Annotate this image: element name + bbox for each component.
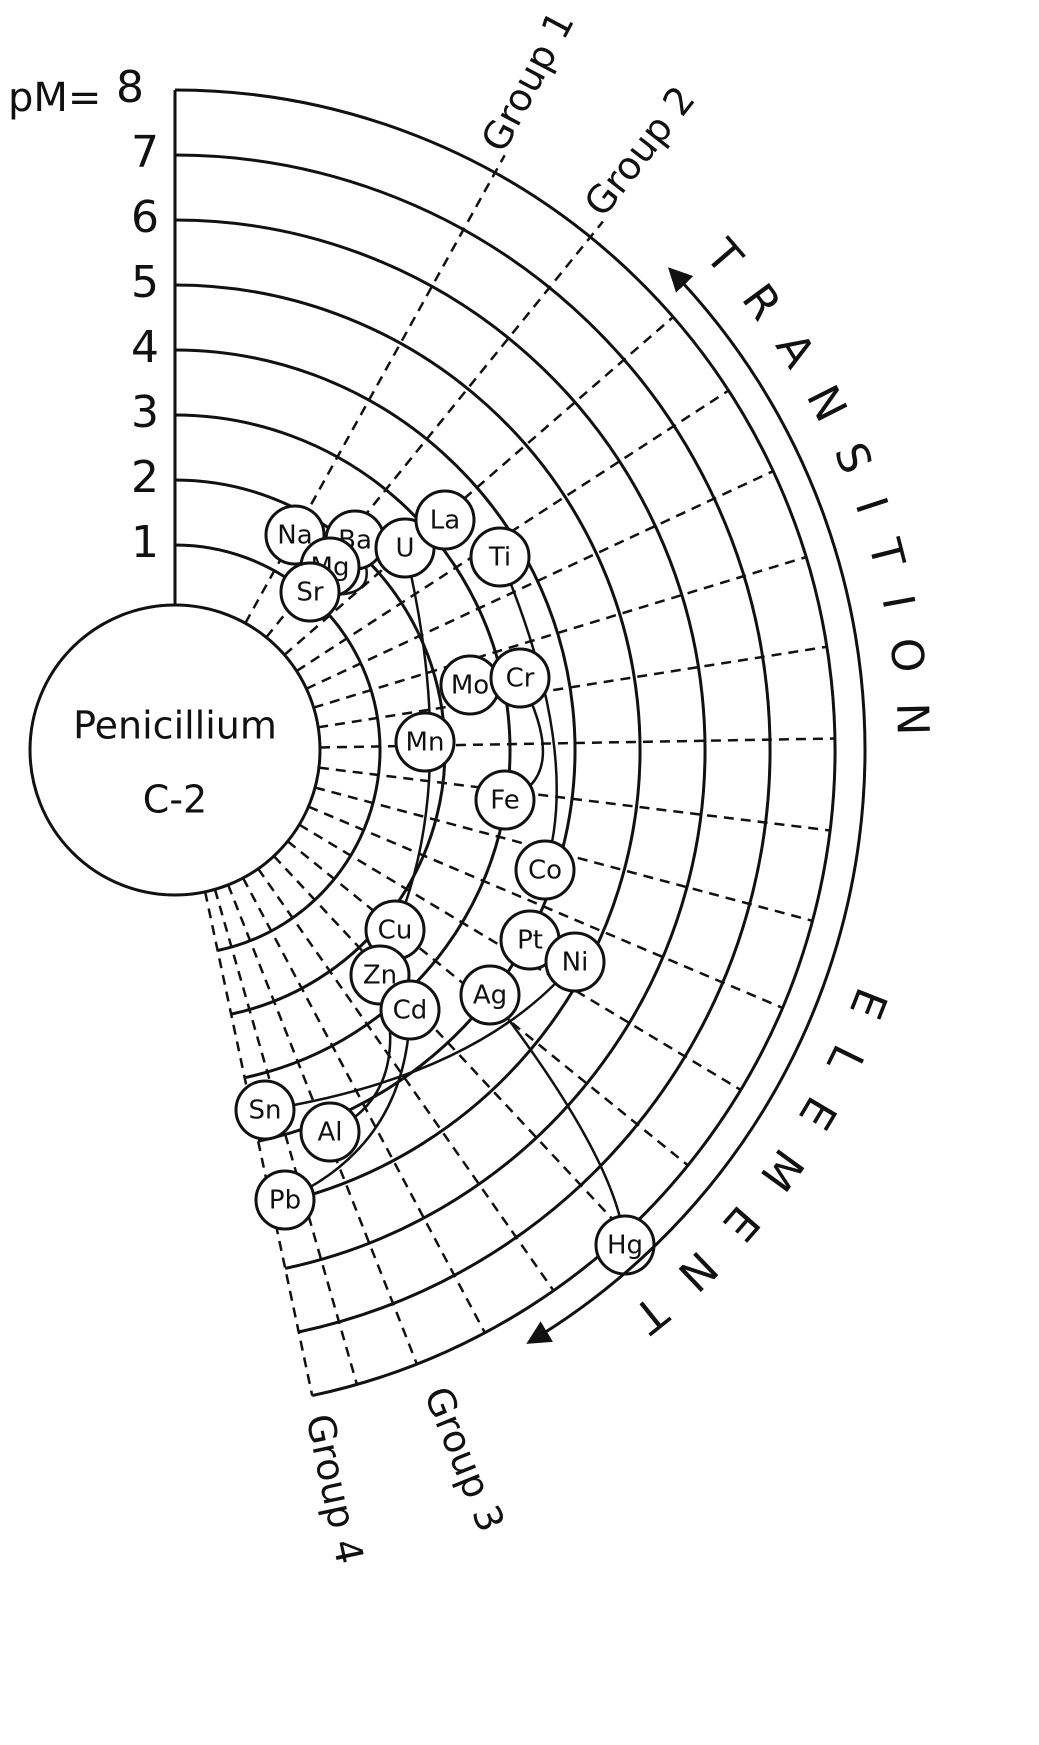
pm-ring — [174, 218, 707, 1270]
element-label: Pb — [269, 1186, 301, 1216]
arc-text-path: ELEMENT — [597, 981, 862, 1364]
element-node — [459, 964, 521, 1026]
transition-arrow — [526, 267, 867, 1344]
element-node — [279, 561, 341, 623]
element-label: Hg — [607, 1231, 643, 1261]
element-label: U — [395, 534, 414, 564]
connector — [284, 1009, 412, 1202]
radial-line — [313, 555, 807, 709]
element-label: Cd — [393, 996, 428, 1026]
element-label: Al — [317, 1118, 342, 1148]
element-label: Sn — [249, 1096, 282, 1126]
element-label: Mo — [451, 671, 489, 701]
tick-label: 4 — [131, 322, 159, 373]
element-node — [234, 1079, 296, 1141]
tick-label: 8 — [116, 62, 144, 113]
radial-line — [283, 316, 674, 656]
radial-line — [213, 889, 359, 1385]
radial-line — [203, 891, 314, 1396]
tick-label: 3 — [131, 387, 159, 438]
element-label: Fe — [490, 786, 520, 816]
tick-label: 1 — [131, 517, 159, 568]
element-node — [299, 1101, 361, 1163]
element-node — [394, 711, 456, 773]
tick-label: 6 — [131, 192, 159, 243]
tick-label: 2 — [131, 452, 159, 503]
element-label: Ni — [562, 948, 589, 978]
element-node — [414, 489, 476, 551]
axis-label: pM= — [8, 75, 101, 121]
element-label: Pt — [517, 926, 543, 956]
element-label: Sr — [296, 578, 324, 608]
center-label: C-2 — [143, 778, 207, 822]
tick-label: 7 — [131, 127, 159, 178]
group-label: Group 4 — [297, 1410, 372, 1568]
element-label: Cu — [378, 916, 413, 946]
element-node — [379, 979, 441, 1041]
element-label: Co — [528, 856, 562, 886]
pm-ring — [174, 543, 382, 952]
element-label: Ag — [473, 981, 507, 1011]
tick-label: 5 — [131, 257, 159, 308]
element-label: Na — [277, 521, 312, 551]
element-label: Ti — [488, 543, 511, 573]
group-label: Group 3 — [415, 1381, 513, 1538]
element-label: Mn — [406, 728, 445, 758]
element-label: Cr — [506, 664, 535, 694]
center-circle — [28, 603, 322, 897]
element-label: La — [430, 506, 460, 536]
group-label: Group 2 — [576, 78, 704, 225]
element-node — [254, 1169, 316, 1231]
radial-line — [257, 868, 555, 1292]
arc-text: ELEMENT — [597, 981, 896, 1364]
group-label: Group 1 — [473, 4, 583, 159]
element-label: Zn — [363, 961, 397, 991]
radial-line — [241, 877, 486, 1334]
center-label: Penicillium — [73, 704, 277, 748]
